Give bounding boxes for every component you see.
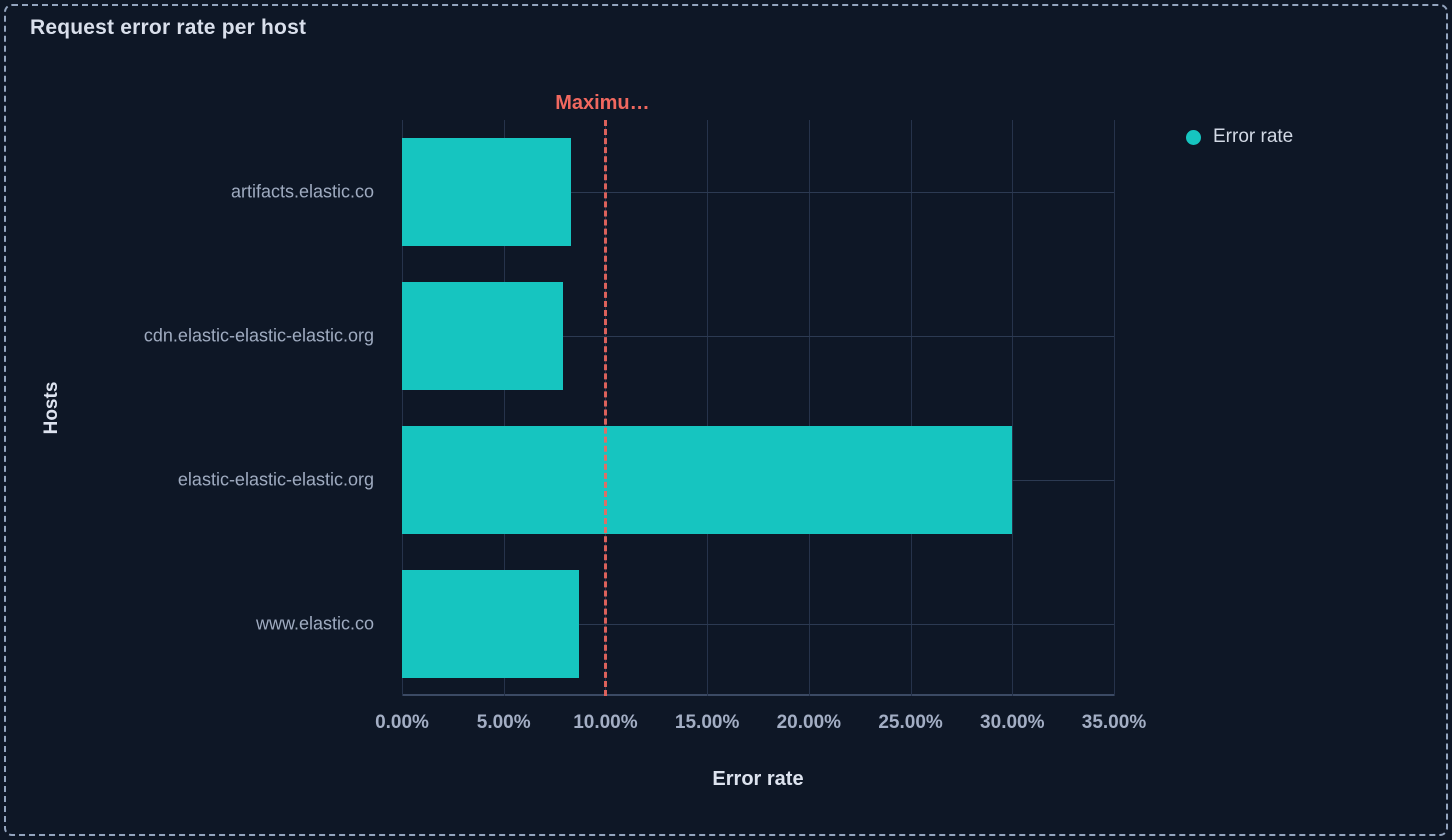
y-axis-category-label: elastic-elastic-elastic.org bbox=[177, 469, 374, 490]
vertical-gridline bbox=[1114, 120, 1115, 696]
x-axis-tick-label: 10.00% bbox=[573, 712, 638, 733]
horizontal-gridline bbox=[402, 192, 1114, 193]
vertical-gridline bbox=[808, 120, 810, 696]
chart-bar[interactable] bbox=[402, 138, 571, 246]
y-axis-category-label: artifacts.elastic.co bbox=[230, 181, 374, 202]
vertical-gridline bbox=[707, 120, 709, 696]
chart-bar[interactable] bbox=[402, 570, 579, 678]
legend-color-dot-icon bbox=[1186, 129, 1201, 145]
horizontal-gridline bbox=[402, 336, 1114, 337]
vertical-gridline bbox=[910, 120, 912, 696]
x-axis-ticks: 0.00% 5.00% 10.00% 15.00% 20.00% 25.00% 30.00%… bbox=[375, 712, 1146, 742]
legend-label: Error rate bbox=[1213, 126, 1294, 147]
x-axis-line bbox=[402, 694, 1114, 696]
x-axis-tick-label: 0.00% bbox=[375, 712, 429, 733]
vertical-gridline bbox=[503, 120, 505, 696]
panel-title: Request error rate per host bbox=[30, 16, 307, 39]
x-axis-tick-label: 35.00% bbox=[1081, 712, 1147, 733]
horizontal-gridline bbox=[402, 624, 1114, 625]
y-axis-category-label: cdn.elastic-elastic-elastic.org bbox=[143, 325, 374, 346]
x-axis-tick-label: 5.00% bbox=[476, 712, 531, 733]
vertical-gridline bbox=[1012, 120, 1014, 696]
legend-item-error-rate[interactable]: Error rate bbox=[1186, 126, 1293, 148]
y-axis-labels: artifacts.elastic.co cdn.elastic-elastic-… bbox=[60, 120, 388, 696]
x-axis-tick-label: 20.00% bbox=[776, 712, 842, 733]
x-axis-tick-label: 30.00% bbox=[980, 712, 1045, 733]
vertical-gridline bbox=[402, 120, 403, 696]
chart-bar[interactable] bbox=[402, 426, 1013, 534]
annotation-label: Maximu… bbox=[555, 92, 650, 114]
chart-bar[interactable] bbox=[402, 282, 563, 390]
x-axis-tick-label: 15.00% bbox=[674, 712, 740, 733]
annotation-threshold-line bbox=[604, 120, 608, 696]
chart-plot-area bbox=[402, 120, 1115, 696]
x-axis-title: Error rate bbox=[712, 768, 804, 790]
x-axis-tick-label: 25.00% bbox=[878, 712, 943, 733]
y-axis-category-label: www.elastic.co bbox=[255, 613, 374, 634]
